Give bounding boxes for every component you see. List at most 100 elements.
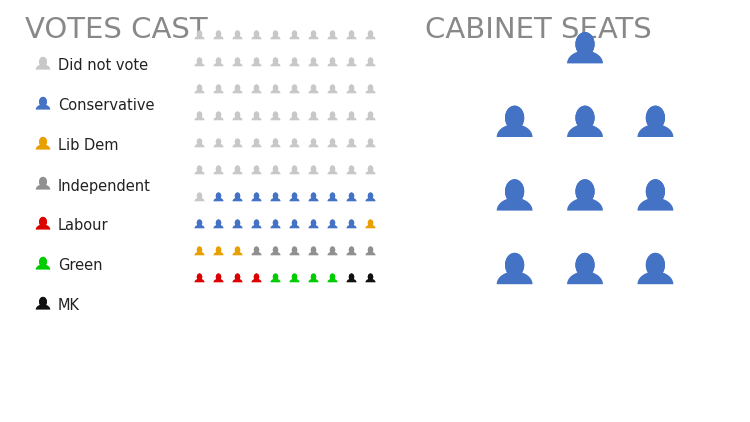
Ellipse shape xyxy=(292,246,297,253)
Ellipse shape xyxy=(216,219,221,226)
Ellipse shape xyxy=(330,138,335,145)
Ellipse shape xyxy=(349,165,354,172)
Polygon shape xyxy=(36,65,50,70)
Ellipse shape xyxy=(310,219,316,226)
Polygon shape xyxy=(346,197,356,201)
Polygon shape xyxy=(251,90,262,93)
Polygon shape xyxy=(290,63,299,66)
Ellipse shape xyxy=(196,273,202,280)
Polygon shape xyxy=(194,197,205,201)
Ellipse shape xyxy=(235,192,240,199)
Ellipse shape xyxy=(235,246,240,253)
Ellipse shape xyxy=(254,246,260,253)
Ellipse shape xyxy=(310,138,316,145)
Ellipse shape xyxy=(575,253,595,277)
Polygon shape xyxy=(251,117,262,120)
Polygon shape xyxy=(365,279,376,282)
Ellipse shape xyxy=(368,138,374,145)
Ellipse shape xyxy=(254,57,260,64)
Ellipse shape xyxy=(235,138,240,145)
Ellipse shape xyxy=(196,246,202,253)
Ellipse shape xyxy=(196,219,202,226)
Polygon shape xyxy=(194,252,205,255)
Ellipse shape xyxy=(310,111,316,118)
Ellipse shape xyxy=(254,192,260,199)
Ellipse shape xyxy=(254,84,260,91)
Ellipse shape xyxy=(349,84,354,91)
Ellipse shape xyxy=(310,84,316,91)
Ellipse shape xyxy=(254,246,260,253)
Ellipse shape xyxy=(330,246,335,253)
Ellipse shape xyxy=(368,192,374,199)
Polygon shape xyxy=(346,90,356,93)
Ellipse shape xyxy=(254,138,260,145)
Ellipse shape xyxy=(196,138,202,145)
Ellipse shape xyxy=(273,246,278,253)
Ellipse shape xyxy=(575,179,595,203)
Ellipse shape xyxy=(368,57,374,64)
Ellipse shape xyxy=(292,30,297,37)
Polygon shape xyxy=(290,197,299,201)
Polygon shape xyxy=(232,197,242,201)
Ellipse shape xyxy=(216,165,221,172)
Polygon shape xyxy=(271,171,280,174)
Ellipse shape xyxy=(273,246,278,253)
Polygon shape xyxy=(346,36,356,39)
Ellipse shape xyxy=(368,30,374,37)
Ellipse shape xyxy=(273,111,278,118)
Ellipse shape xyxy=(235,273,240,280)
Polygon shape xyxy=(251,197,262,201)
Ellipse shape xyxy=(216,192,221,199)
Polygon shape xyxy=(36,225,50,230)
Ellipse shape xyxy=(349,246,354,253)
Ellipse shape xyxy=(254,57,260,64)
Ellipse shape xyxy=(254,30,260,37)
Polygon shape xyxy=(567,198,603,211)
Polygon shape xyxy=(365,63,376,66)
Ellipse shape xyxy=(310,111,316,118)
Ellipse shape xyxy=(216,273,221,280)
Polygon shape xyxy=(271,252,280,255)
Ellipse shape xyxy=(575,32,595,57)
Ellipse shape xyxy=(310,192,316,199)
Polygon shape xyxy=(290,144,299,147)
Polygon shape xyxy=(328,252,338,255)
Polygon shape xyxy=(232,144,242,147)
Ellipse shape xyxy=(292,84,297,91)
Ellipse shape xyxy=(196,138,202,145)
Ellipse shape xyxy=(292,192,297,199)
Ellipse shape xyxy=(330,273,335,280)
Polygon shape xyxy=(365,171,376,174)
Ellipse shape xyxy=(216,219,221,226)
Polygon shape xyxy=(214,90,223,93)
Ellipse shape xyxy=(575,32,595,57)
Ellipse shape xyxy=(646,179,665,203)
Ellipse shape xyxy=(196,57,202,64)
Polygon shape xyxy=(232,279,242,282)
Ellipse shape xyxy=(216,138,221,145)
Ellipse shape xyxy=(292,57,297,64)
Ellipse shape xyxy=(349,219,354,226)
Ellipse shape xyxy=(273,192,278,199)
Polygon shape xyxy=(214,197,223,201)
Ellipse shape xyxy=(368,84,374,91)
Ellipse shape xyxy=(235,138,240,145)
Ellipse shape xyxy=(368,246,374,253)
Ellipse shape xyxy=(349,57,354,64)
Ellipse shape xyxy=(310,138,316,145)
Ellipse shape xyxy=(310,57,316,64)
Polygon shape xyxy=(290,252,299,255)
Ellipse shape xyxy=(273,273,278,280)
Ellipse shape xyxy=(646,253,665,277)
Ellipse shape xyxy=(368,165,374,172)
Ellipse shape xyxy=(349,138,354,145)
Ellipse shape xyxy=(273,57,278,64)
Polygon shape xyxy=(308,197,319,201)
Polygon shape xyxy=(232,171,242,174)
Text: Did not vote: Did not vote xyxy=(58,59,148,73)
Ellipse shape xyxy=(196,246,202,253)
Ellipse shape xyxy=(216,57,221,64)
Ellipse shape xyxy=(273,57,278,64)
Polygon shape xyxy=(567,271,603,284)
Ellipse shape xyxy=(235,111,240,118)
